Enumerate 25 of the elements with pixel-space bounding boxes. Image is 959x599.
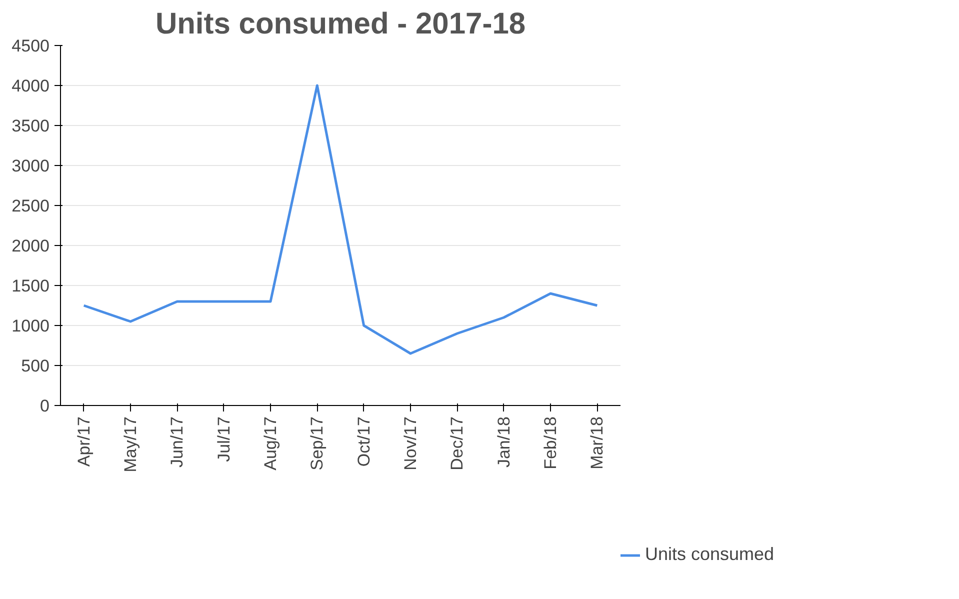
x-tick-label: Mar/18 xyxy=(588,416,607,470)
y-tick-label: 2000 xyxy=(12,236,50,256)
y-tick-label: 3000 xyxy=(12,156,50,176)
line-series xyxy=(82,84,598,355)
x-tick-label: Jan/18 xyxy=(494,416,514,468)
x-tick-label: Aug/17 xyxy=(261,416,280,470)
y-tick-label: 2500 xyxy=(12,196,50,216)
x-tick-label: Oct/17 xyxy=(354,416,374,467)
y-tick-label: 4500 xyxy=(12,36,50,56)
y-tick-label: 500 xyxy=(21,356,50,376)
chart-title: Units consumed - 2017-18 xyxy=(155,8,526,40)
x-tick-label: Apr/17 xyxy=(74,416,94,467)
y-tick-label: 1000 xyxy=(12,316,50,336)
x-tick-label: Jun/17 xyxy=(168,416,187,468)
y-tick-label: 1500 xyxy=(12,276,50,296)
x-tick-label: Dec/17 xyxy=(448,416,467,470)
x-tick-label: Nov/17 xyxy=(401,416,420,470)
y-tick-label: 3500 xyxy=(12,116,50,136)
legend-label: Units consumed xyxy=(645,544,774,565)
x-tick-label: Jul/17 xyxy=(214,416,234,462)
x-tick-label: Sep/17 xyxy=(308,416,327,470)
y-tick-label: 0 xyxy=(40,396,50,416)
y-tick-label: 4000 xyxy=(12,76,50,96)
x-tick-label: Feb/18 xyxy=(541,416,560,470)
x-tick-label: May/17 xyxy=(121,416,140,472)
